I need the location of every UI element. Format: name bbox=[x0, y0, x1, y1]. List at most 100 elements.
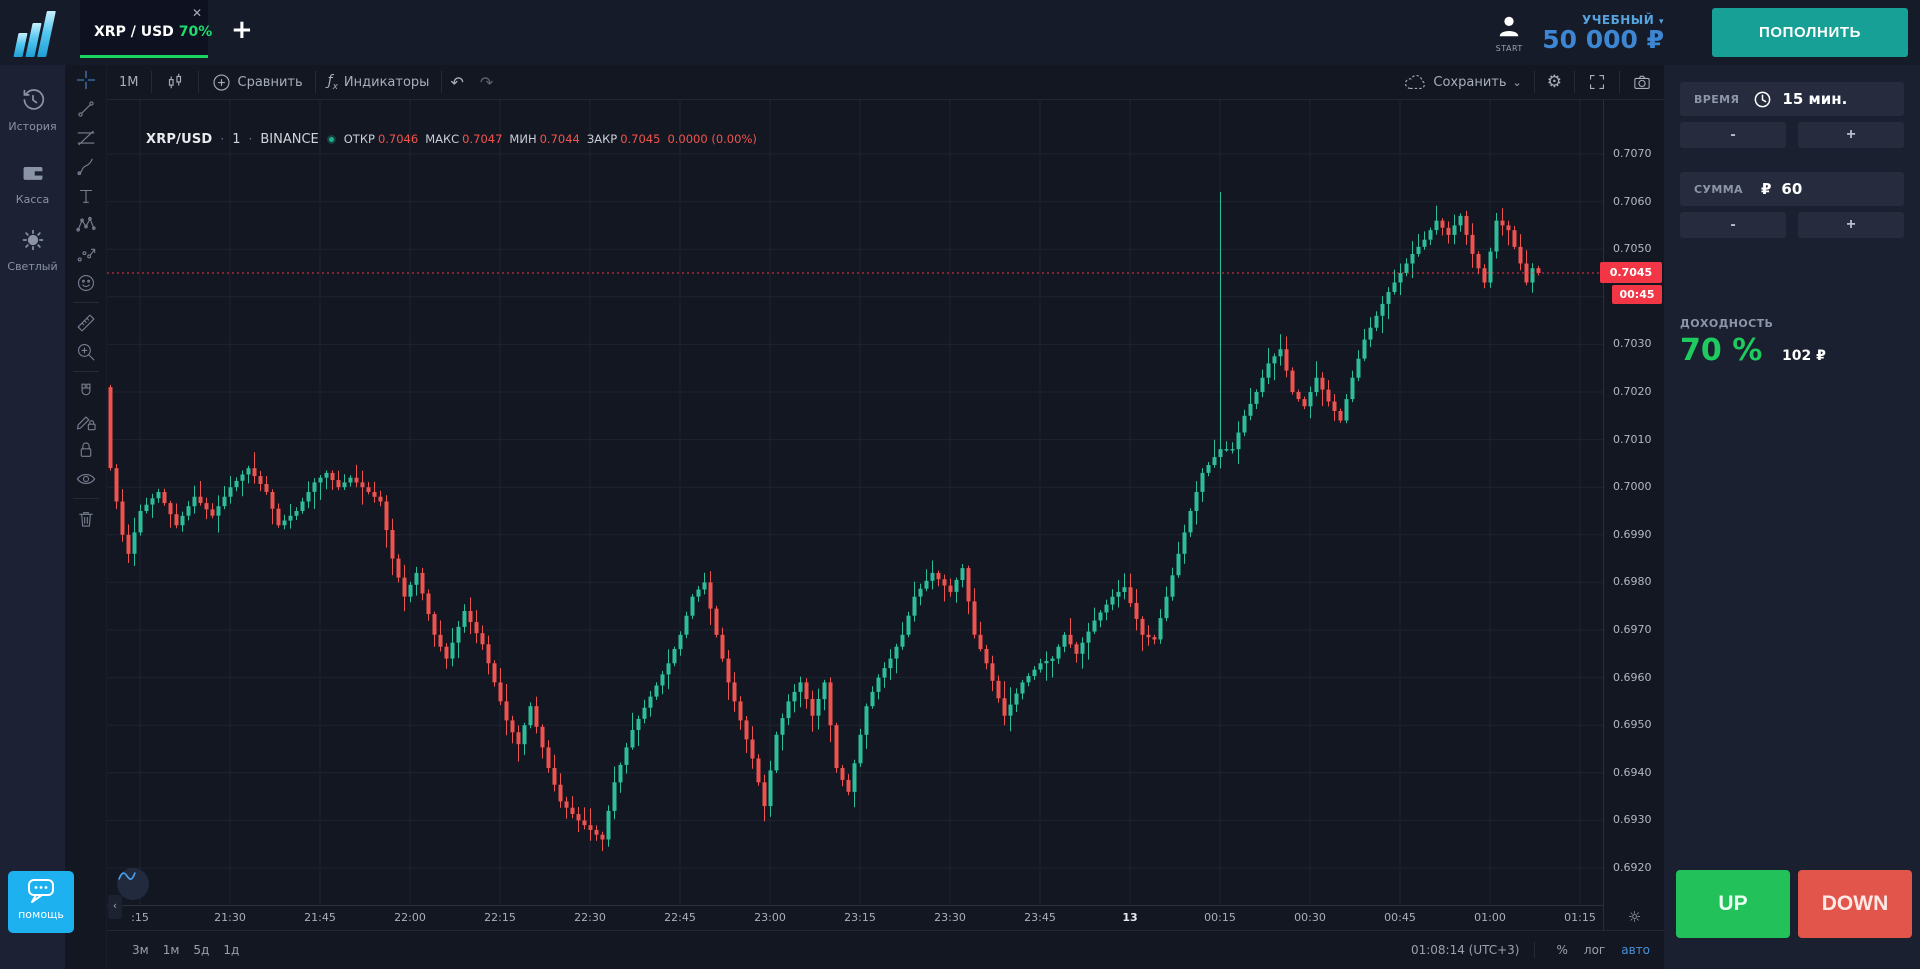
cloud-icon bbox=[1405, 75, 1426, 89]
tab-active-underline bbox=[80, 55, 208, 58]
tab-close-icon[interactable]: ✕ bbox=[191, 6, 202, 20]
chart-settings-button[interactable]: ⚙ bbox=[1535, 65, 1574, 100]
auto-scale-button[interactable]: авто bbox=[1621, 943, 1650, 957]
drawing-tool-eye[interactable] bbox=[65, 464, 107, 493]
wave-icon bbox=[118, 872, 136, 880]
interval-selector[interactable]: 1М bbox=[119, 74, 139, 90]
percent-scale-button[interactable]: % bbox=[1556, 943, 1568, 957]
range-5d[interactable]: 5д bbox=[193, 943, 210, 957]
chart-legend[interactable]: XRP/USD · 1 · BINANCE ОТКР 0.7046 МАКС 0.7… bbox=[146, 131, 757, 147]
time-tick-label: 23:00 bbox=[754, 911, 786, 924]
sidebar-item-cashier[interactable]: Касса bbox=[0, 161, 65, 207]
price-tick-label: 0.6960 bbox=[1613, 670, 1652, 684]
lock-icon bbox=[80, 441, 92, 457]
range-1d[interactable]: 1д bbox=[223, 943, 240, 957]
deposit-button[interactable]: ПОПОЛНИТЬ bbox=[1712, 8, 1908, 57]
screenshot-button[interactable] bbox=[1620, 65, 1664, 100]
camera-icon bbox=[1634, 75, 1650, 89]
amount-value: 60 bbox=[1781, 180, 1803, 198]
time-tick-label: 21:45 bbox=[304, 911, 336, 924]
time-axis[interactable]: :15 21:30 21:45 22:00 22:15 22:30 22:45 23:00 23… bbox=[107, 905, 1603, 930]
down-button[interactable]: DOWN bbox=[1798, 870, 1912, 938]
drawing-tool-zoom-in[interactable] bbox=[65, 337, 107, 366]
add-tab-button[interactable]: + bbox=[231, 15, 253, 45]
price-tick-label: 0.7060 bbox=[1613, 194, 1652, 208]
chevron-down-icon: ⌄ bbox=[1512, 75, 1522, 89]
drawing-tool-drawing-lock[interactable] bbox=[65, 406, 107, 435]
indicators-button[interactable]: ƒx Индикаторы bbox=[327, 72, 430, 92]
amount-plus-button[interactable]: + bbox=[1798, 212, 1904, 238]
price-tick-label: 0.6970 bbox=[1613, 623, 1652, 636]
eye-icon bbox=[76, 473, 96, 484]
time-plus-button[interactable]: + bbox=[1798, 122, 1904, 148]
axis-collapse-button[interactable]: ‹ bbox=[108, 895, 122, 919]
market-status-dot bbox=[326, 134, 336, 144]
forecast-icon bbox=[77, 248, 96, 261]
app-sidebar: История Касса Светлый помощь bbox=[0, 65, 74, 969]
candlestick-icon bbox=[168, 73, 181, 89]
time-tick-label: 23:15 bbox=[844, 911, 876, 924]
user-icon bbox=[1499, 16, 1519, 36]
chart-type-button[interactable] bbox=[152, 65, 198, 100]
time-tick-label: 00:15 bbox=[1204, 911, 1236, 924]
time-tick-label: 22:45 bbox=[664, 911, 696, 924]
asset-tab[interactable]: XRP / USD 70% ✕ bbox=[80, 0, 212, 58]
payout-label: ДОХОДНОСТЬ bbox=[1680, 317, 1774, 330]
time-field[interactable]: ВРЕМЯ 15 мин. bbox=[1680, 82, 1904, 116]
price-tick-label: 0.7020 bbox=[1613, 385, 1652, 398]
drawing-tool-emoji[interactable] bbox=[65, 268, 107, 297]
drawing-tool-crosshair[interactable] bbox=[65, 65, 107, 94]
legend-interval: 1 bbox=[232, 131, 241, 147]
axis-settings-icon[interactable]: ☼ bbox=[1627, 908, 1642, 926]
sidebar-item-theme[interactable]: Светлый bbox=[0, 228, 65, 274]
drawing-tool-text[interactable] bbox=[65, 181, 107, 210]
drawing-tool-xabcd-pattern[interactable] bbox=[65, 210, 107, 239]
zoom-in-icon bbox=[77, 343, 95, 360]
candlestick-chart[interactable]: ‹ bbox=[107, 100, 1603, 919]
price-tick-label: 0.6950 bbox=[1613, 718, 1652, 732]
balance-block[interactable]: УЧЕБНЫЙ ▾ 50 000 ₽ bbox=[1542, 13, 1664, 53]
drawing-tool-fib-retracement[interactable] bbox=[65, 123, 107, 152]
range-1m[interactable]: 1м bbox=[162, 943, 180, 957]
time-tick-label: 01:00 bbox=[1474, 911, 1506, 924]
drawing-lock-icon bbox=[76, 416, 96, 430]
drawing-tool-brush[interactable] bbox=[65, 152, 107, 181]
price-axis[interactable]: 0.7045 00:45 ☼ 0.70700.70600.70500.70400… bbox=[1600, 100, 1664, 930]
compare-button[interactable]: Сравнить bbox=[199, 65, 315, 100]
log-scale-button[interactable]: лог bbox=[1583, 943, 1606, 957]
trend-line-icon bbox=[78, 100, 94, 117]
ruble-icon: ₽ bbox=[1760, 180, 1772, 198]
up-button[interactable]: UP bbox=[1676, 870, 1790, 938]
drawing-tool-trend-line[interactable] bbox=[65, 94, 107, 123]
range-3m[interactable]: 3м bbox=[132, 943, 149, 957]
drawing-tool-magnet[interactable] bbox=[65, 377, 107, 406]
brush-icon bbox=[77, 158, 93, 175]
save-layout-button[interactable]: Сохранить ⌄ bbox=[1391, 65, 1533, 100]
drawing-tool-forecast[interactable] bbox=[65, 239, 107, 268]
chevron-down-icon: ▾ bbox=[1658, 16, 1664, 27]
avatar-label: START bbox=[1495, 43, 1523, 53]
drawing-tool-ruler[interactable] bbox=[65, 308, 107, 337]
countdown-badge: 00:45 bbox=[1612, 285, 1662, 304]
drawing-tool-trash[interactable] bbox=[65, 504, 107, 533]
drawing-tool-lock[interactable] bbox=[65, 435, 107, 464]
history-icon bbox=[23, 89, 44, 110]
help-button[interactable]: помощь bbox=[8, 871, 74, 933]
price-tick-label: 0.7000 bbox=[1613, 480, 1652, 494]
text-icon bbox=[79, 189, 93, 203]
chart-clock[interactable]: 01:08:14 (UTC+3) bbox=[1410, 943, 1520, 957]
price-tick-label: 0.6930 bbox=[1613, 813, 1652, 827]
time-tick-label: 01:15 bbox=[1564, 911, 1596, 924]
fullscreen-button[interactable] bbox=[1575, 65, 1619, 100]
time-minus-button[interactable]: - bbox=[1680, 122, 1786, 148]
sidebar-item-history[interactable]: История bbox=[0, 88, 65, 134]
redo-button[interactable]: ↷ bbox=[472, 65, 501, 100]
amount-minus-button[interactable]: - bbox=[1680, 212, 1786, 238]
avatar[interactable]: START bbox=[1492, 13, 1526, 53]
undo-button[interactable]: ↶ bbox=[442, 65, 471, 100]
chart-watermark-button[interactable] bbox=[117, 868, 149, 900]
account-type-dropdown[interactable]: УЧЕБНЫЙ ▾ bbox=[1581, 12, 1664, 27]
app-logo-icon[interactable] bbox=[13, 9, 64, 57]
chart-area: 1М Сравнить ƒx Индикаторы ↶ ↷ Сохранит bbox=[65, 65, 1664, 969]
amount-field[interactable]: СУММА ₽ 60 bbox=[1680, 172, 1904, 206]
